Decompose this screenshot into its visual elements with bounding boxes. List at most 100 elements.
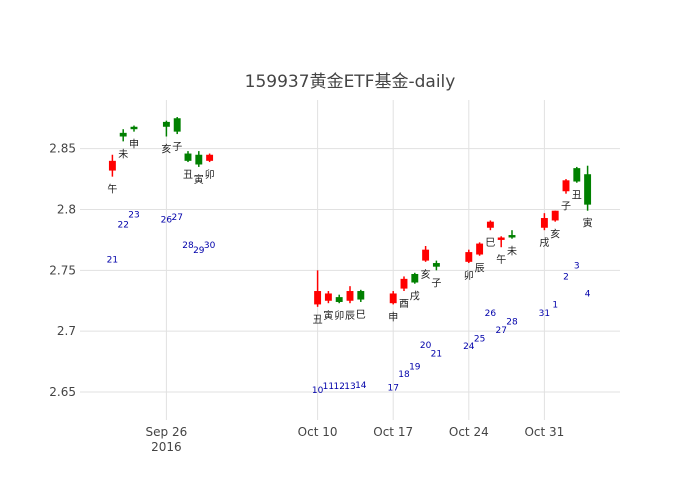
- day-label: 19: [409, 363, 421, 373]
- y-tick-label: 2.75: [49, 263, 76, 277]
- branch-label: 亥: [421, 268, 431, 281]
- branch-label: 午: [496, 253, 506, 266]
- candle-body: [465, 252, 473, 262]
- candle: [335, 294, 343, 304]
- x-tick-label: Sep 26: [146, 425, 188, 439]
- day-label: 4: [585, 290, 591, 300]
- candle-body: [551, 210, 559, 221]
- x-tick-label: Oct 10: [298, 425, 338, 439]
- day-label: 28: [182, 241, 194, 251]
- day-label: 30: [204, 241, 216, 251]
- candle: [195, 151, 203, 167]
- day-label: 13: [344, 382, 355, 392]
- y-tick-label: 2.7: [57, 324, 76, 338]
- branch-label: 酉: [399, 299, 409, 310]
- branch-label: 亥: [161, 143, 171, 156]
- day-label: 21: [431, 349, 442, 359]
- branch-label: 子: [431, 277, 441, 289]
- day-label: 29: [193, 246, 205, 256]
- candle: [400, 276, 408, 292]
- branch-label: 丑: [313, 315, 323, 326]
- branch-label: 戌: [410, 290, 420, 303]
- candle: [540, 213, 548, 231]
- branch-label: 午: [107, 183, 117, 196]
- day-label: 26: [161, 216, 173, 226]
- candle-body: [119, 132, 127, 137]
- day-label: 27: [495, 326, 506, 336]
- candle: [465, 249, 473, 264]
- branch-label: 丑: [183, 170, 193, 181]
- day-label: 10: [312, 386, 324, 396]
- candle-body: [184, 153, 192, 161]
- branch-label: 戌: [539, 236, 549, 249]
- y-tick-label: 2.65: [49, 385, 76, 399]
- candle: [432, 260, 440, 271]
- candle-body: [314, 291, 322, 305]
- candle-body: [389, 293, 397, 304]
- candle-body: [432, 263, 440, 267]
- candle: [184, 151, 192, 163]
- candle: [314, 270, 322, 307]
- candle-body: [508, 235, 516, 238]
- day-label: 3: [574, 262, 580, 272]
- day-label: 26: [485, 309, 497, 319]
- branch-label: 寅: [583, 217, 593, 230]
- candle-series: [108, 117, 592, 307]
- branch-label: 寅: [194, 173, 204, 186]
- candle-body: [130, 126, 138, 130]
- candle: [573, 166, 581, 183]
- day-label: 24: [463, 342, 475, 352]
- day-label: 14: [355, 381, 367, 391]
- candle: [162, 120, 170, 137]
- day-label: 23: [128, 211, 139, 221]
- x-tick-label: Oct 17: [373, 425, 413, 439]
- day-label: 2: [563, 273, 569, 283]
- day-label: 12: [333, 382, 344, 392]
- day-label: 18: [398, 370, 410, 380]
- branch-label: 申: [388, 310, 398, 323]
- candle-body: [486, 221, 494, 228]
- candle-body: [584, 174, 592, 205]
- candle: [508, 230, 516, 239]
- candle-body: [324, 293, 332, 301]
- candle-body: [346, 291, 354, 301]
- branch-label: 辰: [345, 310, 355, 322]
- candle-body: [540, 218, 548, 228]
- candle: [324, 291, 332, 304]
- chart-title: 159937黄金ETF基金-daily: [245, 72, 456, 92]
- y-axis: 2.65 2.7 2.75 2.8 2.85: [49, 142, 76, 399]
- candle-body: [476, 243, 484, 255]
- candle: [476, 242, 484, 256]
- candle-body: [195, 154, 203, 165]
- branch-label: 卯: [334, 310, 344, 322]
- candle-body: [411, 273, 419, 283]
- branch-label: 未: [507, 246, 517, 258]
- branch-label: 巳: [356, 309, 366, 321]
- day-label: 21: [107, 256, 118, 266]
- branch-label: 寅: [323, 309, 333, 322]
- day-label: 22: [117, 220, 128, 230]
- candle: [119, 129, 127, 142]
- branch-label: 卯: [464, 270, 474, 282]
- branch-label: 亥: [550, 228, 560, 241]
- x-tick-label: Oct 24: [449, 425, 489, 439]
- candle: [422, 246, 430, 262]
- candle: [584, 165, 592, 211]
- candle: [562, 179, 570, 194]
- candle-body: [357, 291, 365, 300]
- candle-body: [162, 121, 170, 127]
- candle: [173, 117, 181, 135]
- branch-label: 巳: [485, 237, 495, 249]
- x-tick-label: Oct 31: [524, 425, 564, 439]
- day-label: 20: [420, 341, 432, 351]
- annotations: 午21未22申23亥26子27丑28寅29卯30丑10寅11卯12辰13巳14申…: [107, 138, 593, 396]
- candle: [551, 210, 559, 222]
- candle: [497, 236, 505, 248]
- branch-label: 卯: [205, 169, 215, 181]
- candle: [411, 272, 419, 284]
- candle: [130, 125, 138, 132]
- y-tick-label: 2.85: [49, 142, 76, 156]
- candle-body: [573, 168, 581, 182]
